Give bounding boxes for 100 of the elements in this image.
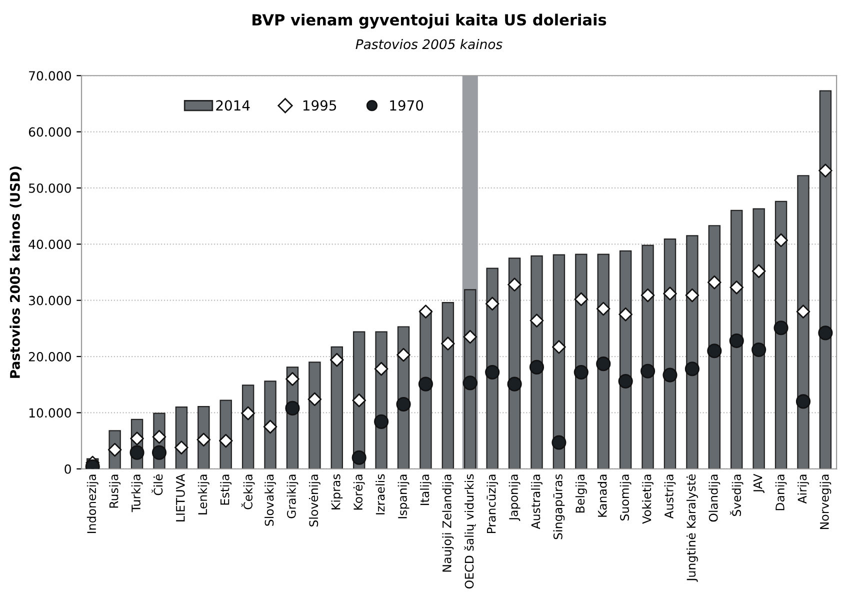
x-tick-label: Slovėnija (308, 474, 320, 526)
y-tick-label: 30.000 (29, 296, 71, 306)
x-tick-label: Naujoji Zelandija (442, 474, 454, 572)
point (108, 442, 122, 457)
point (662, 368, 678, 382)
point (774, 320, 788, 336)
point (574, 292, 588, 306)
x-tick-label: OECD šalių vidurkis (464, 474, 476, 588)
point (574, 364, 588, 380)
point (152, 430, 166, 444)
point (640, 288, 655, 302)
point (308, 392, 322, 406)
point (463, 330, 478, 344)
bar (774, 200, 788, 469)
x-tick-label: Korėja (353, 474, 365, 510)
point (796, 304, 810, 318)
point (618, 374, 633, 389)
bar (264, 380, 276, 469)
x-tick-label: Čilė (152, 474, 163, 496)
bar (686, 235, 698, 469)
point (685, 288, 700, 302)
x-tick-label: Graikija (286, 474, 298, 518)
x-tick-label: Čekija (241, 474, 255, 510)
bar (819, 90, 832, 469)
x-tick-label: Singapūras (553, 474, 565, 540)
point (396, 348, 410, 362)
x-tick-label: Indonezija (86, 474, 98, 533)
point (730, 280, 744, 294)
point (729, 334, 744, 348)
y-tick-label: 10.000 (29, 408, 71, 418)
point (529, 360, 544, 374)
point (818, 164, 832, 178)
x-tick-label: Prancūzija (486, 474, 498, 534)
x-tick-label: Slovakija (264, 474, 276, 526)
y-tick-label: 50.000 (29, 183, 71, 193)
bar (708, 225, 721, 469)
point (152, 445, 167, 460)
x-tick-label: Estija (220, 474, 232, 505)
y-axis-title: Pastovios 2005 kainos (USD) (10, 166, 22, 378)
point (218, 434, 233, 448)
point (241, 406, 255, 420)
point (330, 352, 344, 367)
y-tick-label: 40.000 (28, 240, 71, 250)
x-tick-label: Turkija (131, 474, 143, 512)
point (552, 435, 566, 450)
bar (442, 302, 454, 469)
bar (530, 255, 543, 469)
x-tick-label: Danija (775, 474, 787, 510)
bar (730, 210, 743, 469)
legend-label: 1995 (303, 100, 336, 111)
x-tick-label: Kipras (331, 474, 343, 510)
x-tick-label: Norvegija (820, 474, 832, 530)
point (374, 414, 389, 429)
legend-label: 1970 (390, 100, 424, 111)
bar (575, 254, 588, 469)
point (130, 432, 144, 446)
legend-label: 2014 (216, 100, 250, 111)
y-tick-label: 20.000 (28, 352, 71, 362)
x-tick-label: Japonija (508, 474, 520, 522)
point (508, 278, 522, 292)
x-tick-label: Austrija (664, 474, 676, 519)
x-tick-label: Australija (531, 474, 542, 530)
bar (797, 175, 810, 469)
x-tick-label: Olandija (708, 474, 720, 522)
x-tick-label: Belgija (575, 474, 587, 513)
y-tick-label: 70.000 (29, 71, 71, 81)
point (286, 372, 300, 386)
point (640, 364, 656, 378)
x-tick-label: Airija (798, 474, 809, 504)
point (263, 420, 278, 434)
point (596, 302, 610, 316)
bar (330, 346, 343, 469)
point (174, 440, 188, 454)
point (618, 307, 632, 322)
bar (752, 208, 765, 469)
point (352, 393, 366, 408)
x-tick-label: LIETUVA (176, 474, 185, 522)
point (507, 376, 522, 392)
chart-subtitle: Pastovios 2005 kainos (356, 38, 502, 50)
point (485, 364, 500, 380)
x-tick-label: Švedija (730, 474, 744, 516)
chart-title: BVP vienam gyventojui kaita US doleriais (252, 14, 606, 29)
point (752, 264, 766, 278)
point (752, 342, 766, 358)
point (774, 233, 788, 248)
point (684, 362, 700, 376)
y-tick-label: 60.000 (28, 127, 71, 137)
point (663, 286, 677, 301)
point (596, 356, 611, 372)
y-tick-label: 0 (64, 464, 71, 474)
x-tick-label: Lenkija (198, 474, 210, 514)
point (462, 376, 478, 390)
point (707, 344, 722, 358)
point (485, 296, 500, 311)
point (352, 450, 366, 465)
point (130, 445, 144, 460)
point (552, 340, 566, 354)
point (196, 432, 211, 447)
point (796, 394, 811, 409)
point (818, 326, 833, 340)
